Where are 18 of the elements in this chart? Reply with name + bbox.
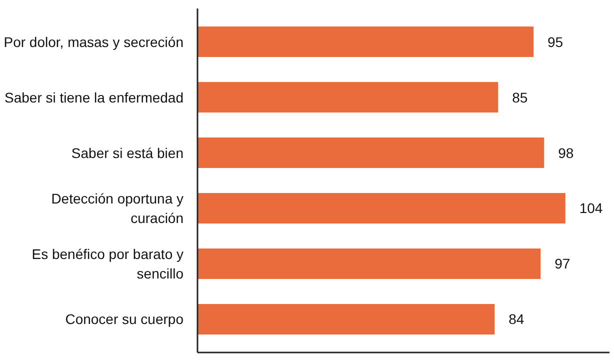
y-tick-label: Por dolor, masas y secreción bbox=[4, 34, 184, 50]
data-label: 97 bbox=[554, 256, 570, 272]
data-label: 95 bbox=[548, 34, 564, 50]
bar bbox=[198, 192, 566, 224]
y-tick-label: Es benéfico por barato y sencillo bbox=[32, 246, 184, 282]
bar bbox=[198, 304, 495, 334]
data-label: 104 bbox=[579, 200, 603, 216]
bar bbox=[198, 26, 534, 58]
y-tick-label: Saber si tiene la enfermedad bbox=[4, 89, 184, 106]
bar bbox=[198, 82, 498, 113]
bar bbox=[198, 138, 544, 168]
data-label: 98 bbox=[558, 144, 574, 161]
y-tick-label: Conocer su cuerpo bbox=[65, 311, 184, 328]
data-label: 85 bbox=[512, 89, 528, 106]
y-tick-label: Saber si está bien bbox=[71, 144, 184, 161]
y-tick-label: Detección oportuna y curación bbox=[51, 190, 184, 226]
bar bbox=[198, 248, 541, 279]
data-label: 84 bbox=[508, 311, 524, 328]
